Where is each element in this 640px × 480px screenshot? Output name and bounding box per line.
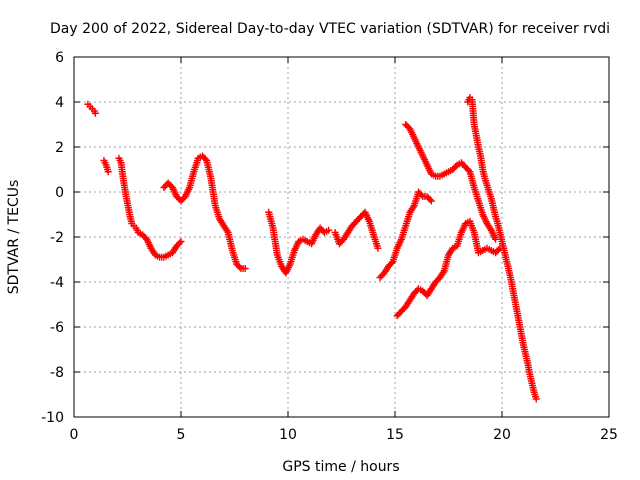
data-point-interp [201,155,209,163]
y-tick-label: 6 [55,50,64,66]
y-tick-label: -8 [50,365,64,381]
y-tick-label: -4 [50,275,64,291]
data-point-interp [452,163,460,170]
series-arc9 [402,121,500,243]
data-point-interp [417,191,425,199]
series-arc3 [115,154,185,261]
x-axis-title: GPS time / hours [282,459,399,475]
data-point-interp [176,239,184,247]
x-tick-label: 10 [279,427,297,443]
data-point [532,395,540,403]
data-point [241,265,249,272]
data-layer [84,94,540,403]
data-point [492,235,500,243]
x-tick-label: 25 [600,427,618,443]
series-arc7 [376,188,435,281]
data-point [104,168,112,176]
data-point-interp [387,259,395,267]
y-tick-label: -6 [50,320,64,336]
y-tick-label: 2 [55,140,64,156]
series-arc8 [393,217,504,320]
data-point-interp [426,196,434,203]
y-axis-title: SDTVAR / TECUs [6,180,22,295]
data-point [325,226,333,234]
tick-layer: 0 5 10 15 20 25 -10 -8 -6 -4 -2 0 2 4 6 [41,50,618,443]
y-tick-label: -10 [41,410,64,426]
data-point [427,197,435,205]
series-arc5 [265,208,333,277]
series-arc4 [160,152,249,272]
data-point-interp [494,246,502,254]
y-tick-label: 0 [55,185,64,201]
data-point [91,109,99,117]
y-tick-label: 4 [55,95,64,111]
data-point [374,244,382,252]
y-tick-label: -2 [50,230,64,246]
series-arc10 [464,94,540,403]
x-tick-label: 0 [70,427,79,443]
x-tick-label: 5 [177,427,186,443]
chart-title: Day 200 of 2022, Sidereal Day-to-day VTE… [50,21,610,37]
series-arc6 [331,208,382,252]
series-arc2 [100,157,112,176]
data-point-interp [464,166,472,174]
x-tick-label: 20 [493,427,511,443]
x-tick-label: 15 [386,427,404,443]
data-point [177,238,185,245]
data-point-interp [235,263,243,271]
series-arc1 [84,100,99,117]
